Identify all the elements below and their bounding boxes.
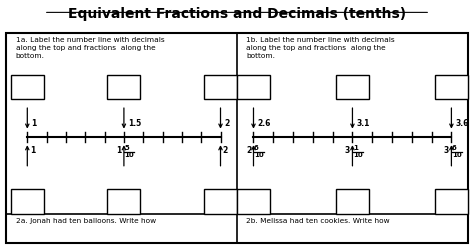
Text: 3.1: 3.1	[356, 119, 370, 128]
Bar	[237, 75, 270, 99]
Text: 1: 1	[31, 119, 36, 128]
Text: 10: 10	[353, 152, 363, 158]
Text: 10: 10	[452, 152, 462, 158]
Bar	[237, 189, 270, 214]
Bar	[336, 189, 369, 214]
Bar	[108, 189, 140, 214]
Text: 2: 2	[246, 146, 251, 155]
Bar	[11, 75, 44, 99]
Bar	[435, 75, 468, 99]
Text: 3: 3	[345, 146, 350, 155]
Bar	[435, 189, 468, 214]
Text: 1: 1	[116, 146, 121, 155]
Text: 1b. Label the number line with decimals
along the top and fractions  along the
b: 1b. Label the number line with decimals …	[246, 37, 395, 59]
Text: 1.5: 1.5	[128, 119, 141, 128]
Bar	[336, 75, 369, 99]
Bar	[11, 189, 44, 214]
Text: 1: 1	[353, 145, 358, 151]
Text: 2: 2	[223, 146, 228, 155]
Text: 2b. Melissa had ten cookies. Write how: 2b. Melissa had ten cookies. Write how	[246, 218, 390, 224]
Bar	[204, 189, 237, 214]
Text: 2: 2	[224, 119, 229, 128]
Bar	[204, 75, 237, 99]
Text: 10: 10	[254, 152, 264, 158]
Text: 2a. Jonah had ten balloons. Write how: 2a. Jonah had ten balloons. Write how	[16, 218, 155, 224]
Text: 6: 6	[254, 145, 259, 151]
Text: 10: 10	[124, 152, 134, 158]
Text: 3.6: 3.6	[455, 119, 469, 128]
Text: 1: 1	[30, 146, 35, 155]
Text: Equivalent Fractions and Decimals (tenths): Equivalent Fractions and Decimals (tenth…	[68, 7, 406, 21]
Bar	[108, 75, 140, 99]
Text: 3: 3	[444, 146, 449, 155]
Text: 2.6: 2.6	[257, 119, 271, 128]
Text: 1a. Label the number line with decimals
along the top and fractions  along the
b: 1a. Label the number line with decimals …	[16, 37, 164, 59]
Bar	[6, 33, 468, 243]
Text: 6: 6	[452, 145, 456, 151]
Text: 5: 5	[124, 145, 129, 151]
